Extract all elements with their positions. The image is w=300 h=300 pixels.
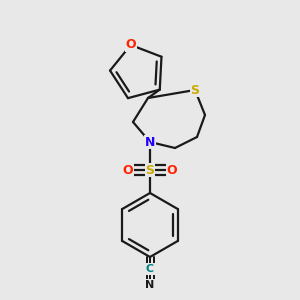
- Text: N: N: [146, 280, 154, 290]
- Text: O: O: [123, 164, 133, 176]
- Text: S: S: [190, 83, 200, 97]
- Text: N: N: [145, 136, 155, 148]
- Text: C: C: [146, 264, 154, 274]
- Text: O: O: [167, 164, 177, 176]
- Text: S: S: [146, 164, 154, 176]
- Text: O: O: [125, 38, 136, 52]
